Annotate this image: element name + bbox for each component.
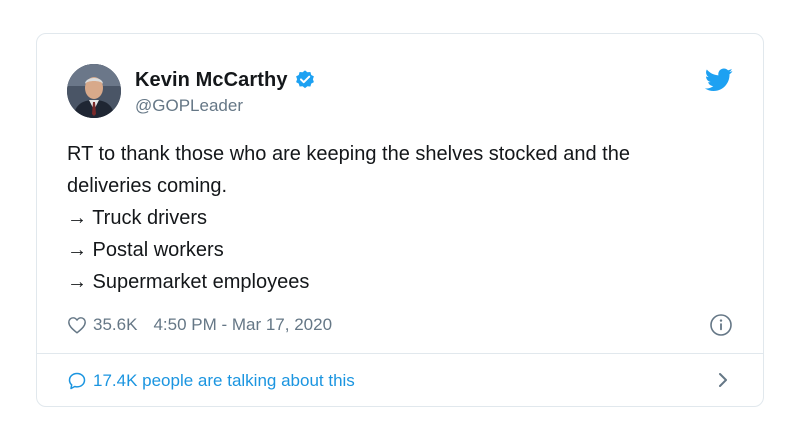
author-names[interactable]: Kevin McCarthy @GOPLeader — [135, 67, 316, 116]
tweet-text-line: deliveries coming. — [67, 175, 228, 197]
embedded-tweet-card[interactable]: Kevin McCarthy @GOPLeader RT to thank th… — [36, 33, 764, 407]
info-icon[interactable] — [709, 313, 733, 337]
speech-bubble-icon — [67, 371, 87, 391]
tweet-text-line: → Truck drivers — [67, 207, 208, 229]
twitter-bird-icon[interactable] — [704, 68, 733, 92]
tweet-text-line: RT to thank those who are keeping the sh… — [67, 143, 630, 165]
chevron-right-icon[interactable] — [717, 371, 729, 389]
verified-badge-icon — [294, 69, 316, 91]
like-count[interactable]: 35.6K — [93, 315, 138, 334]
tweet-meta: 35.6K 4:50 PM - Mar 17, 2020 — [67, 313, 733, 337]
display-name[interactable]: Kevin McCarthy — [135, 68, 288, 91]
conversation-link[interactable]: 17.4K people are talking about this — [67, 354, 733, 407]
profile-photo-icon — [67, 64, 121, 118]
divider — [37, 353, 763, 354]
heart-icon[interactable] — [67, 316, 87, 334]
tweet-text-line: → Postal workers — [67, 239, 224, 261]
avatar[interactable] — [67, 64, 121, 118]
tweet-text-line: → Supermarket employees — [67, 271, 310, 293]
talking-text[interactable]: 17.4K people are talking about this — [93, 370, 355, 390]
handle[interactable]: @GOPLeader — [135, 96, 243, 115]
tweet-header: Kevin McCarthy @GOPLeader — [67, 64, 733, 124]
timestamp[interactable]: 4:50 PM - Mar 17, 2020 — [153, 315, 333, 334]
tweet-text: RT to thank those who are keeping the sh… — [67, 138, 733, 298]
